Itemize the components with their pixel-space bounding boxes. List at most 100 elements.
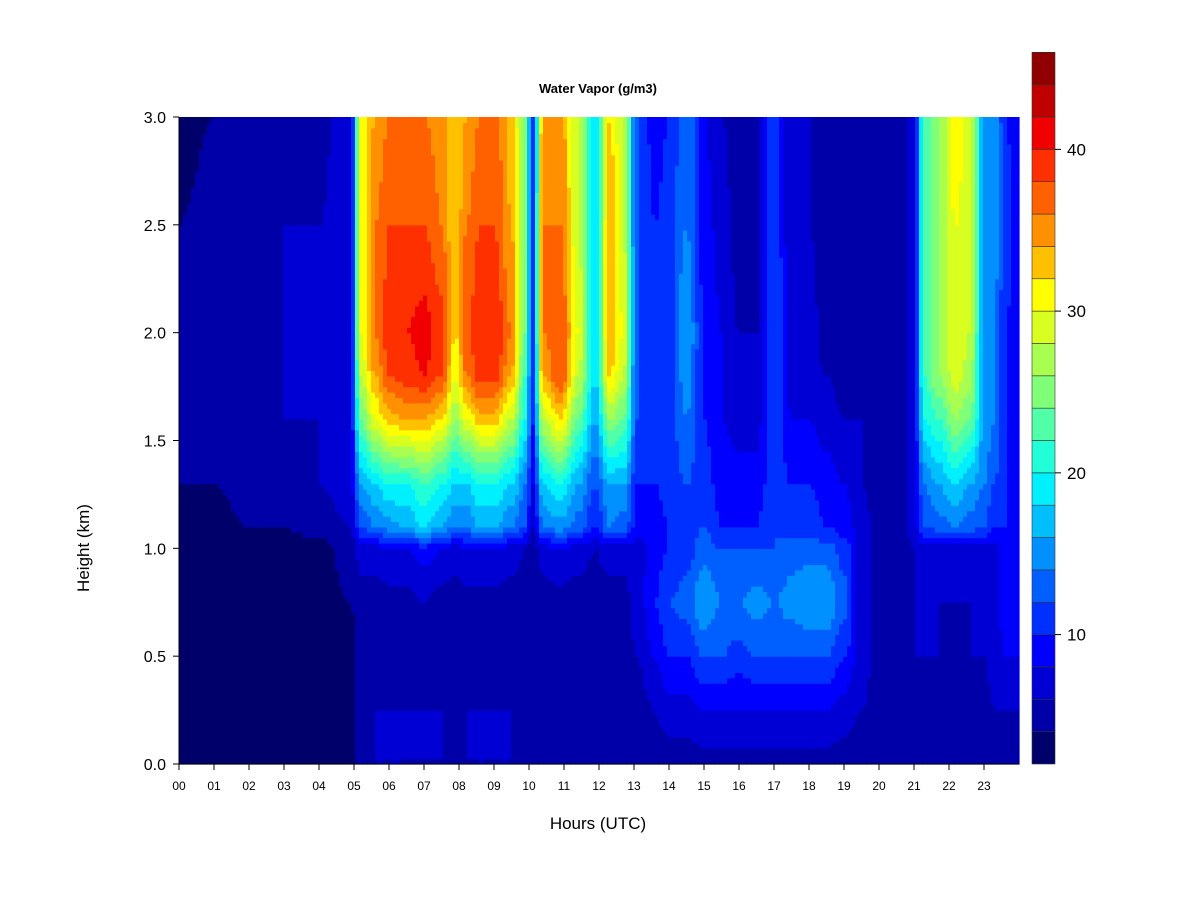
heatmap-cell [359,397,364,420]
heatmap-cell [495,526,500,533]
heatmap-cell [547,462,552,474]
heatmap-cell [595,386,600,425]
heatmap-cell [475,381,480,398]
heatmap-cell [575,467,580,485]
heatmap-cell [423,602,428,711]
heatmap-cell [407,418,412,431]
heatmap-cell [411,445,416,458]
heatmap-cell [451,467,456,485]
heatmap-cell [615,391,620,409]
heatmap-cell [807,483,812,539]
heatmap-cell [791,117,796,420]
heatmap-cell [911,548,916,765]
heatmap-cell [735,526,740,549]
heatmap-cell [955,526,960,533]
x-tick-label: 08 [452,779,466,793]
heatmap-cell [939,602,944,765]
heatmap-cell [547,451,552,463]
heatmap-cell [931,526,936,539]
heatmap-cell [295,418,300,533]
heatmap-cell [395,472,400,485]
heatmap-cell [431,559,436,593]
heatmap-cell [415,758,420,765]
heatmap-cell [487,532,492,539]
heatmap-cell [623,413,628,431]
heatmap-cell [479,462,484,474]
heatmap-cell [627,117,632,388]
heatmap-cell [647,143,652,485]
heatmap-cell [439,418,444,431]
heatmap-cell [491,445,496,452]
heatmap-cell [363,386,368,409]
heatmap-cell [351,429,356,496]
heatmap-cell [423,548,428,566]
heatmap-cell [523,375,528,420]
heatmap-cell [659,726,664,765]
heatmap-cell [575,532,580,539]
heatmap-cell [535,192,540,345]
heatmap-cell [439,294,444,377]
heatmap-cell [691,666,696,700]
heatmap-cell [419,300,424,372]
heatmap-cell [503,710,508,765]
heatmap-cell [703,656,708,684]
heatmap-cell [455,117,460,339]
heatmap-cell [483,117,488,226]
heatmap-cell [415,305,420,361]
heatmap-cell [707,623,712,657]
heatmap-cell [207,122,212,485]
heatmap-cell [499,532,504,539]
heatmap-cell [559,532,564,539]
heatmap-cell [411,418,416,431]
heatmap-cell [915,526,920,657]
heatmap-cell [375,429,380,442]
heatmap-cell [599,435,604,458]
heatmap-cell [495,542,500,549]
heatmap-cell [499,456,504,469]
heatmap-cell [367,451,372,469]
heatmap-cell [383,515,388,528]
heatmap-cell [851,726,856,765]
heatmap-cell [495,505,500,528]
heatmap-cell [919,117,924,388]
heatmap-cell [431,494,436,517]
heatmap-cell [591,424,596,458]
heatmap-cell [607,117,612,123]
heatmap-cell [387,499,392,517]
heatmap-cell [411,316,416,345]
heatmap-cell [803,418,808,485]
heatmap-cell [623,117,628,253]
heatmap-cell [487,758,492,765]
heatmap-cell [655,596,660,609]
heatmap-cell [563,494,568,517]
heatmap-cell [651,214,656,485]
heatmap-cell [835,472,840,533]
heatmap-cell [751,710,756,749]
heatmap-cell [419,224,424,301]
heatmap-cell [575,542,580,576]
heatmap-cell [367,494,372,517]
x-tick-label: 10 [522,779,536,793]
heatmap-cell [735,639,740,673]
heatmap-cell [575,510,580,533]
heatmap-cell [935,656,940,765]
heatmap-cell [599,456,604,479]
heatmap-cell [383,440,388,452]
heatmap-cell [795,623,800,657]
heatmap-cell [955,602,960,765]
heatmap-cell [391,375,396,393]
heatmap-cell [691,699,696,744]
heatmap-cell [375,526,380,533]
x-tick-label: 17 [767,779,781,793]
heatmap-cell [447,537,452,544]
heatmap-cell [759,747,764,765]
heatmap-cell [707,683,712,711]
heatmap-cell [475,451,480,463]
heatmap-cell [699,526,704,571]
heatmap-cell [419,391,424,404]
heatmap-cell [551,408,556,420]
heatmap-cell [591,537,596,555]
heatmap-cell [743,451,748,528]
heatmap-cell [963,537,968,544]
heatmap-cell [395,424,400,436]
